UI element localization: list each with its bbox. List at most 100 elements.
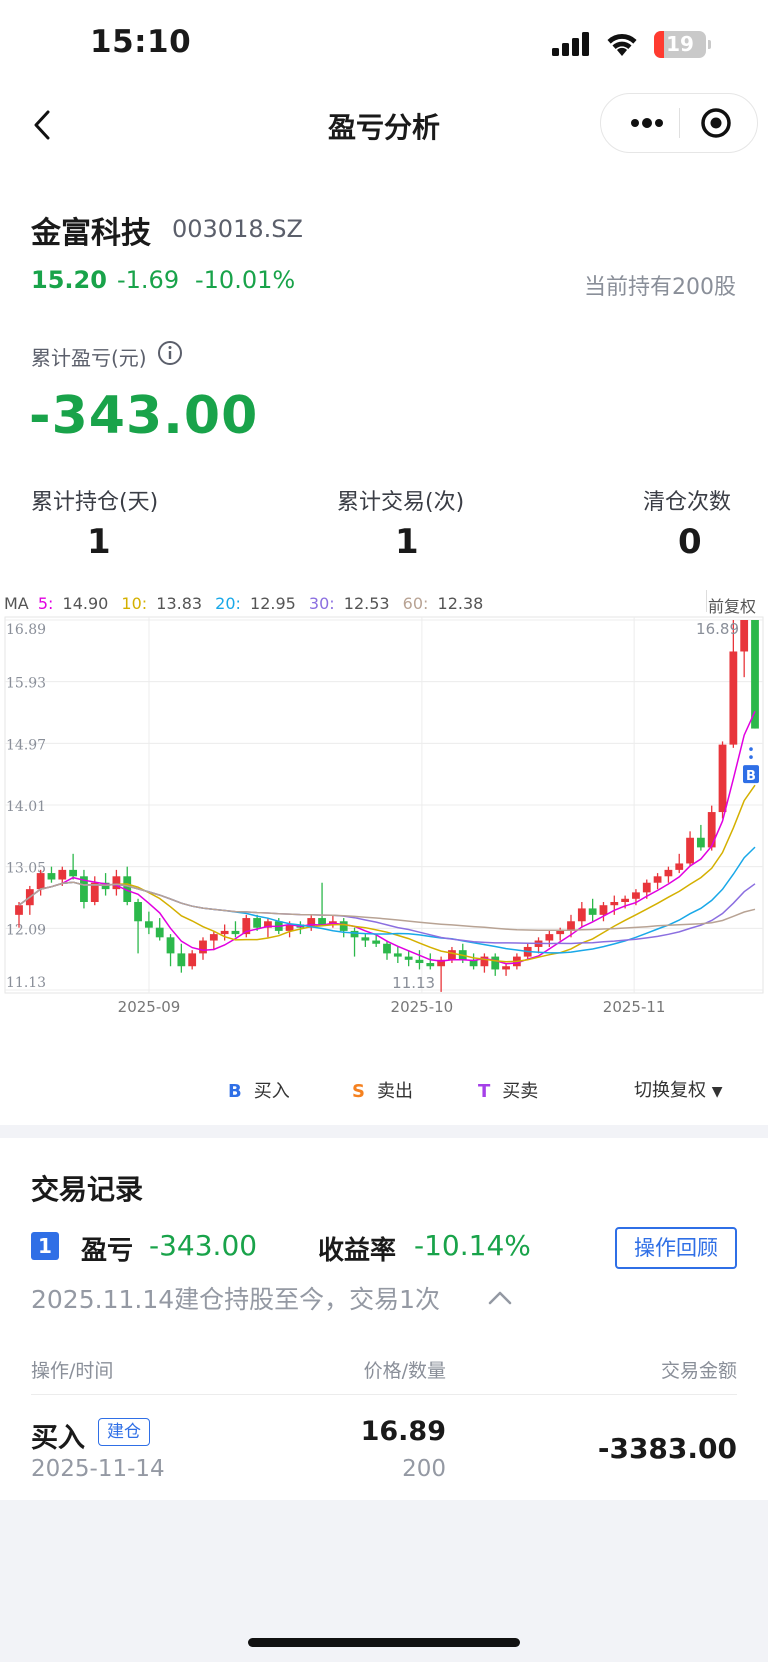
ma-indicator-row: MA 5: 14.90 10: 13.83 20: 12.95 30: 12.5…: [4, 594, 491, 613]
candle-body: [90, 882, 99, 902]
row-open-position-badge: 建仓: [98, 1418, 150, 1446]
ma-label: MA: [4, 594, 29, 613]
kline-chart[interactable]: 16.89 15.93 14.97 14.01 13.05 12.09 11.13 2025-…: [0, 580, 768, 1050]
candle-body: [653, 876, 662, 883]
record-description: 2025.11.14建仓持股至今，交易1次: [31, 1285, 441, 1314]
stock-change: -1.69: [117, 266, 180, 294]
candle-body: [393, 953, 402, 957]
ma5: 5: 14.90: [38, 594, 112, 613]
candle-body: [664, 869, 673, 877]
sell-label: 卖出: [376, 1081, 413, 1102]
candle-body: [144, 921, 153, 928]
ma60: 60: 12.38: [403, 594, 488, 613]
candle-body: [686, 837, 694, 864]
candle-body: [80, 876, 88, 902]
holding-shares: 当前持有200股: [584, 275, 736, 300]
candle-body: [404, 956, 413, 960]
status-bar: 15:10 19: [0, 0, 768, 90]
candle-body: [729, 651, 738, 745]
candle-body: [372, 940, 381, 944]
ma5-name: 5:: [37, 594, 54, 613]
low-price-label: 11.13: [392, 974, 435, 992]
clear-count-label: 清仓次数: [643, 490, 732, 515]
candle-body: [134, 901, 142, 922]
y-tick-label: 14.01: [6, 799, 46, 815]
trade-label: 买卖: [502, 1081, 539, 1102]
candle-body: [642, 882, 651, 893]
candle-body: [707, 812, 716, 848]
battery-icon: 19: [654, 31, 711, 58]
y-tick-label: 15.93: [6, 676, 46, 692]
stock-name: 金富科技: [31, 216, 151, 251]
holding-days-label: 累计持仓(天): [31, 490, 159, 515]
candle-body: [383, 943, 391, 954]
ma10-line: [18, 784, 756, 963]
ma5-value: 14.90: [62, 594, 109, 613]
row-price: 16.89: [360, 1416, 446, 1447]
buy-marker-box: [743, 765, 759, 784]
candle-body: [675, 863, 684, 870]
candle-body: [361, 937, 370, 941]
trade-records: 交易记录 1 盈亏 -343.00 收益率 -10.14% 操作回顾 2025.…: [0, 1138, 768, 1500]
stock-code: 003018.SZ: [172, 215, 303, 243]
candle-body: [577, 908, 586, 922]
close-miniprogram-target-icon[interactable]: [697, 94, 747, 152]
y-tick-label: 12.09: [6, 922, 46, 938]
legend-sell: S 卖出: [352, 1077, 413, 1103]
buy-marker-dot: [749, 755, 753, 759]
candle-body: [588, 908, 597, 915]
holding-days-value: 1: [87, 522, 111, 562]
x-tick-label: 2025-09: [118, 998, 181, 1016]
cumulative-pl-label: 累计盈亏(元): [31, 346, 147, 370]
ma60-name: 60:: [402, 594, 429, 613]
battery-fill: [654, 31, 664, 58]
candle-body: [318, 918, 326, 925]
legend-trade: T 买卖: [478, 1077, 538, 1103]
candle-body: [556, 930, 565, 935]
row-quantity: 200: [402, 1456, 446, 1482]
ma60-line: [18, 881, 756, 932]
candle-body: [69, 869, 78, 877]
ma10-name: 10:: [121, 594, 148, 613]
back-chevron-icon[interactable]: [28, 106, 58, 144]
candle-body: [491, 956, 500, 970]
switch-rights-label: 切换复权: [634, 1080, 706, 1101]
operation-review-button[interactable]: 操作回顾: [615, 1227, 737, 1269]
candle-body: [480, 956, 489, 967]
switch-rights-dropdown[interactable]: 切换复权 ▼: [634, 1076, 723, 1102]
candle-body: [567, 921, 575, 931]
row-action: 买入: [31, 1423, 85, 1454]
candle-body: [469, 959, 478, 967]
caret-down-icon: ▼: [711, 1084, 723, 1100]
rights-adjust-label[interactable]: 前复权: [708, 597, 757, 616]
ma5-line: [18, 710, 756, 965]
ma30: 30: 12.53: [309, 594, 394, 613]
candle-body: [253, 918, 262, 928]
header-action-time: 操作/时间: [31, 1360, 114, 1382]
ma20: 20: 12.95: [215, 594, 300, 613]
candle-body: [15, 905, 23, 915]
more-dots-icon[interactable]: [619, 94, 675, 152]
candle-body: [621, 898, 630, 902]
candle-body: [209, 934, 218, 941]
candle-body: [610, 901, 619, 906]
record-yield-label: 收益率: [318, 1236, 397, 1266]
battery-level: 19: [666, 32, 694, 56]
y-tick-label: 11.13: [6, 975, 46, 991]
y-tick-label: 13.05: [6, 861, 46, 877]
buy-marker-dot: [749, 747, 753, 751]
ma30-name: 30:: [308, 594, 335, 613]
info-icon[interactable]: [157, 340, 183, 366]
chevron-up-icon[interactable]: [485, 1283, 515, 1313]
candle-body: [112, 876, 121, 890]
x-tick-label: 2025-11: [603, 998, 666, 1016]
ma60-value: 12.38: [437, 594, 484, 613]
record-pl-value: -343.00: [149, 1229, 258, 1262]
page-title: 盈亏分析: [327, 111, 440, 144]
candle-body: [242, 918, 251, 935]
candle-body: [740, 620, 749, 652]
stock-change-percent: -10.01%: [195, 266, 296, 294]
ma10-value: 13.83: [156, 594, 203, 613]
candle-body: [177, 953, 186, 967]
candle-body: [437, 959, 446, 967]
